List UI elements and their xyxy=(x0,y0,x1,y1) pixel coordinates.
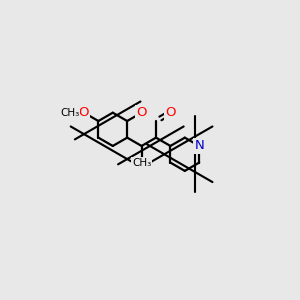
Text: O: O xyxy=(165,106,175,119)
Text: O: O xyxy=(79,106,89,119)
Text: CH₃: CH₃ xyxy=(60,108,79,118)
Text: O: O xyxy=(136,106,147,119)
Text: N: N xyxy=(194,140,204,152)
Text: CH₃: CH₃ xyxy=(132,158,151,168)
